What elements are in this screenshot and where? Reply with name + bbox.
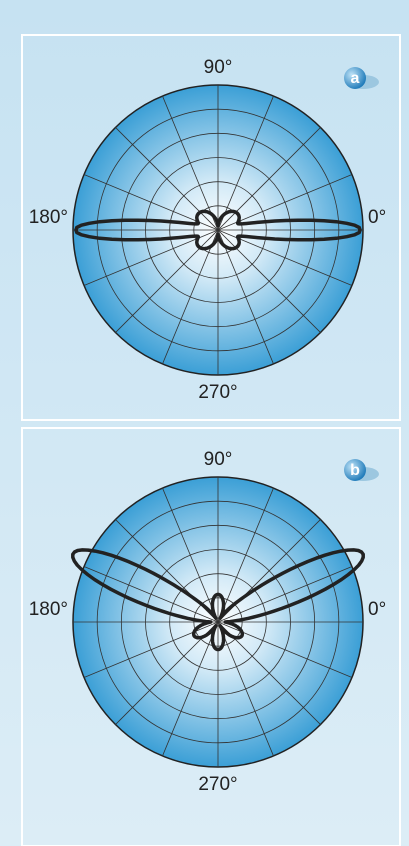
angle-label: 0° (368, 599, 386, 620)
polar-spoke (83, 566, 353, 678)
angle-label: 180° (29, 207, 68, 228)
badge-label: b (350, 462, 360, 479)
angle-label: 270° (198, 774, 237, 795)
angle-label: 90° (204, 57, 233, 78)
badge-label: a (351, 70, 360, 87)
panel-a: 90° 270° 180° 0° a (29, 57, 386, 403)
angle-label: 0° (368, 207, 386, 228)
radiation-pattern (74, 209, 362, 251)
angle-label: 90° (204, 449, 233, 470)
panel-b: 90° 270° 180° 0° b (29, 449, 386, 795)
panel-frame (21, 427, 401, 846)
panel-frame (21, 34, 401, 421)
radiation-pattern (71, 548, 365, 652)
badge (344, 67, 366, 89)
polar-spoke (83, 174, 353, 286)
angle-label: 270° (198, 382, 237, 403)
badge (344, 459, 366, 481)
angle-label: 180° (29, 599, 68, 620)
